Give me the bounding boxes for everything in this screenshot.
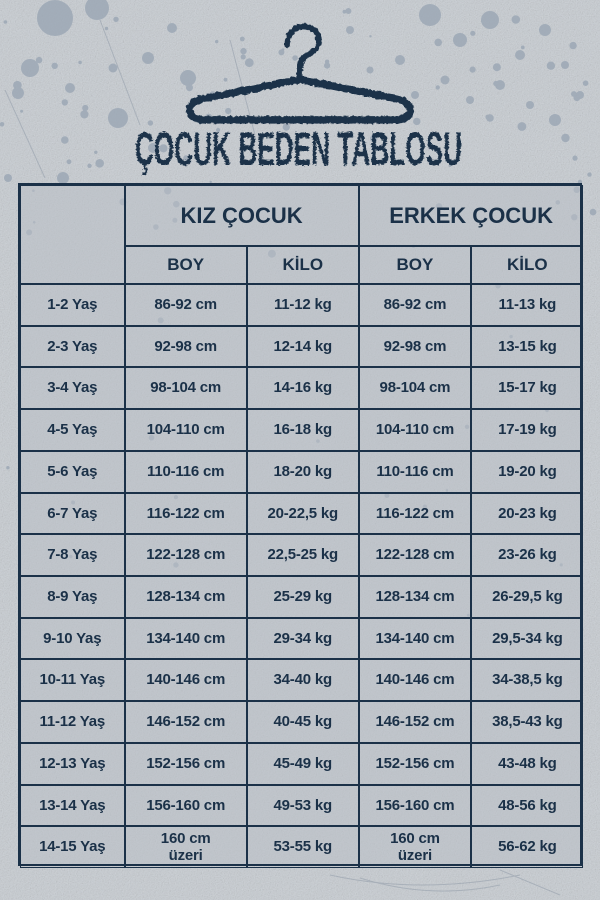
svg-text:ÇOCUK BEDEN TABLOSU: ÇOCUK BEDEN TABLOSU xyxy=(135,122,462,175)
